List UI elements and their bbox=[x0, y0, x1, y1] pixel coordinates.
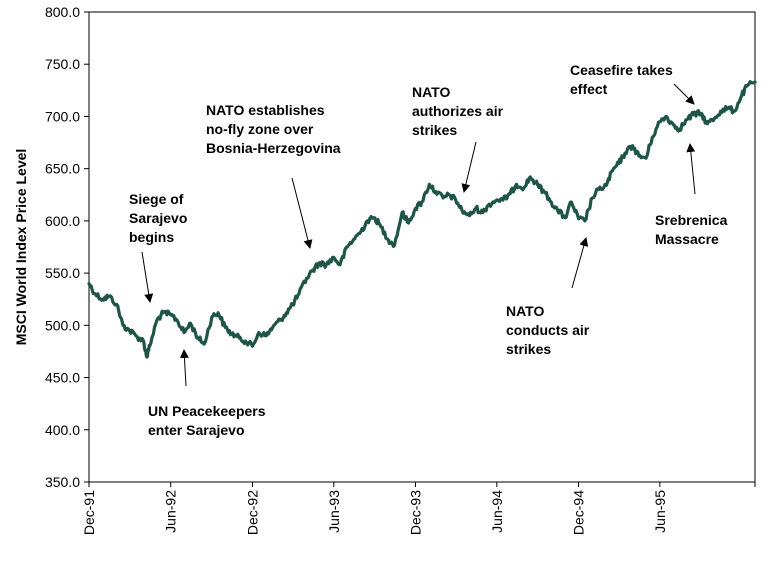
annotation-text: authorizes air bbox=[412, 103, 504, 119]
annotation-text: conducts air bbox=[506, 322, 590, 338]
annotation-text: UN Peacekeepers bbox=[148, 403, 266, 419]
annotation-text: Bosnia-Herzegovina bbox=[206, 140, 341, 156]
annotation-text: Siege of bbox=[129, 191, 184, 207]
annotation-arrow bbox=[686, 143, 696, 195]
annotation: NATO conducts air strikes bbox=[506, 237, 590, 357]
annotation-text: NATO establishes bbox=[206, 102, 325, 118]
annotation-arrow bbox=[141, 251, 154, 303]
x-tick-label: Dec-93 bbox=[408, 490, 424, 535]
annotation-text: effect bbox=[570, 81, 608, 97]
annotation-arrow bbox=[571, 237, 589, 289]
y-tick-label: 600.0 bbox=[45, 213, 80, 229]
annotation-text: begins bbox=[129, 229, 174, 245]
plot-border bbox=[88, 11, 756, 483]
x-axis: Dec-91 Jun-92 Dec-92 Jun-93 Dec-93 Jun-94 Dec-… bbox=[81, 482, 756, 535]
annotation-text: Sarajevo bbox=[129, 210, 187, 226]
annotation-text: NATO bbox=[412, 84, 450, 100]
annotation-arrow bbox=[179, 349, 189, 387]
plot-area bbox=[88, 11, 756, 483]
annotation-text: strikes bbox=[412, 122, 457, 138]
y-tick-label: 400.0 bbox=[45, 422, 80, 438]
annotation-text: Ceasefire takes bbox=[570, 62, 673, 78]
x-tick-label: Dec-92 bbox=[244, 490, 260, 535]
x-tick-label: Jun-95 bbox=[652, 490, 668, 533]
y-tick-label: 550.0 bbox=[45, 265, 80, 281]
annotation: Siege of Sarajevo begins bbox=[129, 191, 187, 303]
annotation: UN Peacekeepers enter Sarajevo bbox=[148, 349, 266, 438]
y-tick-label: 350.0 bbox=[45, 474, 80, 490]
annotation-text: no-fly zone over bbox=[206, 121, 314, 137]
annotations: Siege of Sarajevo begins UN Peacekeepers ent… bbox=[129, 62, 728, 438]
annotation: Ceasefire takes effect bbox=[570, 62, 695, 105]
x-tick-label: Jun-92 bbox=[163, 490, 179, 533]
series-lines bbox=[87, 80, 757, 359]
annotation: Srebrenica Massacre bbox=[655, 143, 728, 247]
annotation-text: Srebrenica bbox=[655, 212, 728, 228]
annotation: NATO authorizes air strikes bbox=[412, 84, 504, 193]
y-tick-label: 700.0 bbox=[45, 108, 80, 124]
y-tick-label: 800.0 bbox=[45, 4, 80, 20]
annotation-arrow bbox=[291, 177, 313, 249]
annotation-arrow bbox=[673, 83, 695, 105]
annotation-arrow bbox=[461, 141, 477, 193]
annotation: NATO establishes no-fly zone over Bosnia-H… bbox=[206, 102, 341, 249]
x-tick-label: Jun-93 bbox=[326, 490, 342, 533]
x-tick-label: Dec-94 bbox=[571, 490, 587, 535]
annotation-text: enter Sarajevo bbox=[148, 422, 245, 438]
y-tick-label: 750.0 bbox=[45, 56, 80, 72]
x-tick-label: Dec-91 bbox=[81, 490, 97, 535]
annotation-text: strikes bbox=[506, 341, 551, 357]
annotation-text: NATO bbox=[506, 303, 544, 319]
y-axis-label: MSCI World Index Price Level bbox=[13, 149, 29, 346]
x-tick-label: Jun-94 bbox=[489, 490, 505, 533]
y-tick-label: 650.0 bbox=[45, 161, 80, 177]
y-axis: 350.0 400.0 450.0 500.0 550.0 600.0 650.0 700.0… bbox=[45, 4, 89, 490]
msci-world-index-line bbox=[87, 80, 757, 359]
y-tick-label: 450.0 bbox=[45, 370, 80, 386]
y-tick-label: 500.0 bbox=[45, 317, 80, 333]
annotation-text: Massacre bbox=[655, 231, 719, 247]
